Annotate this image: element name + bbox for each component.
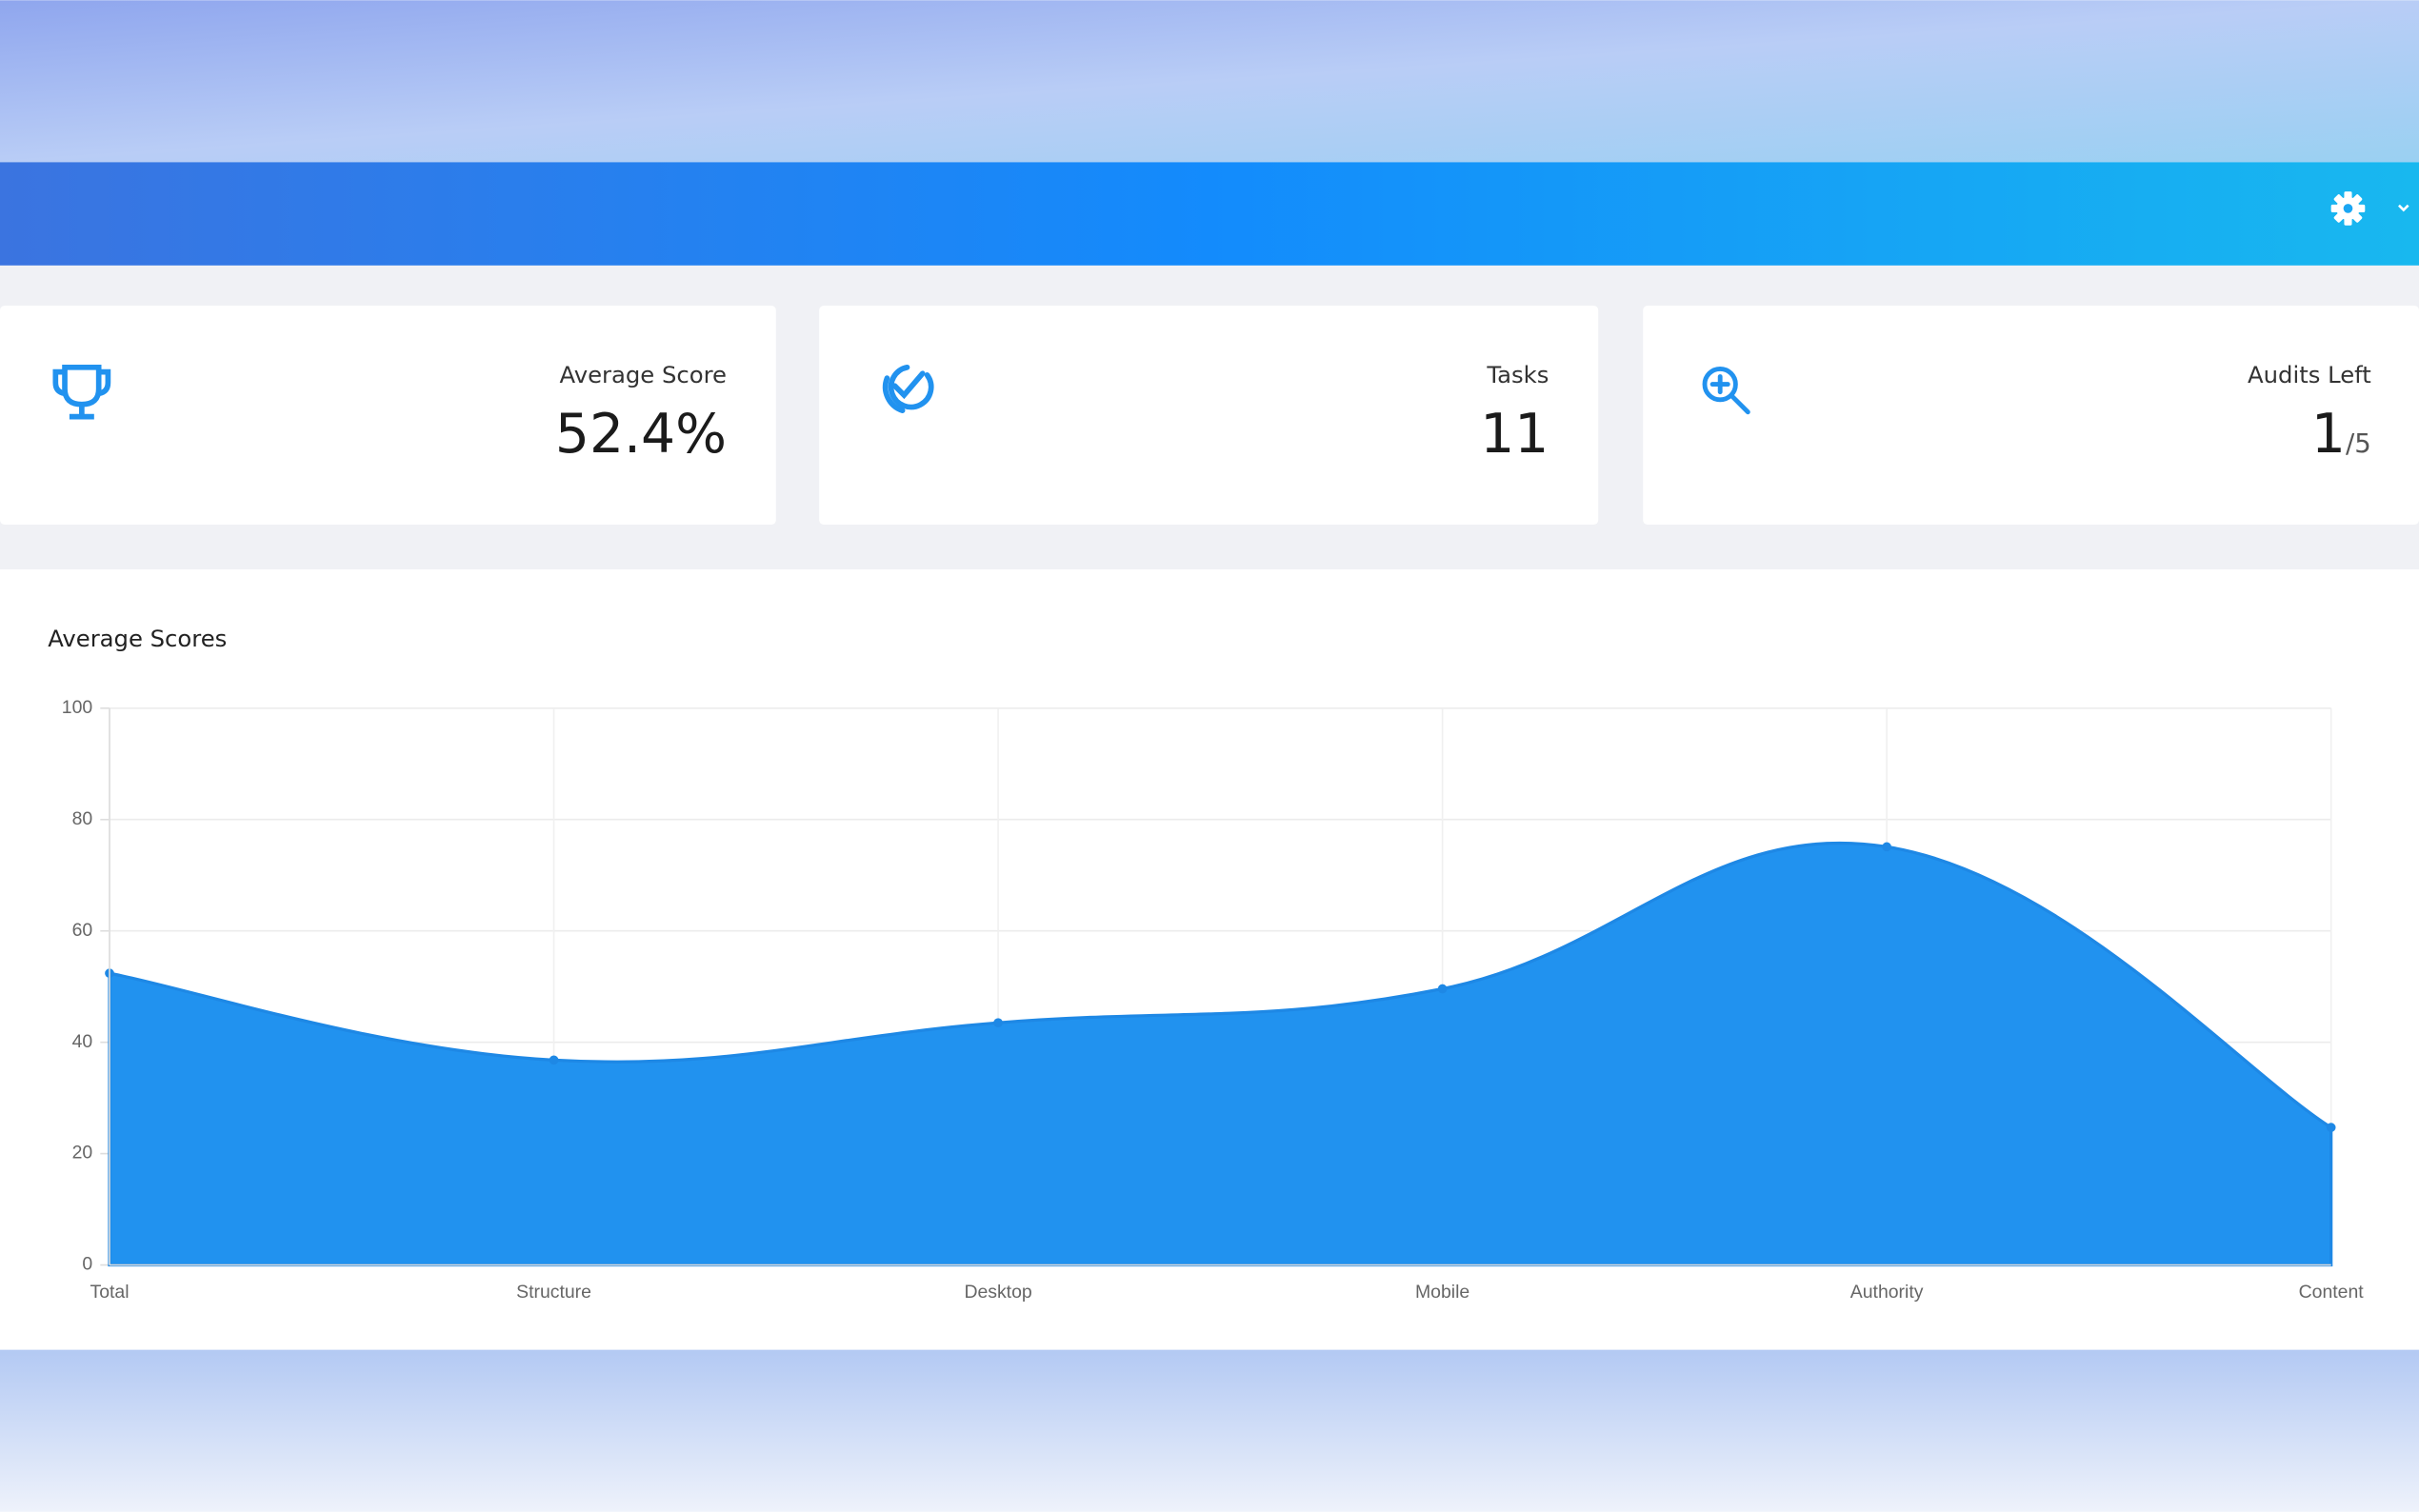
stat-card: Average Score 52.4%	[0, 305, 776, 526]
y-tick-label: 0	[82, 1254, 92, 1275]
data-point	[993, 1018, 1003, 1028]
area	[108, 841, 2333, 1267]
card-label: Tasks	[1486, 361, 1549, 388]
card-value: 11	[1480, 403, 1549, 466]
x-tick-label: Desktop	[964, 1282, 1031, 1303]
card-value: 1/5	[2311, 403, 2371, 466]
dropdown-chevron[interactable]	[2398, 204, 2409, 212]
stat-card: Tasks 11	[819, 305, 1599, 526]
card-label: Average Score	[560, 361, 727, 388]
y-tick-label: 20	[72, 1143, 93, 1164]
x-tick-label: Mobile	[1415, 1282, 1469, 1303]
chart-title: Average Scores	[48, 625, 227, 652]
data-point	[1437, 984, 1448, 994]
plot: 0 20 40 60 80 100 Total Structure Desktop Mobile A…	[62, 697, 2364, 1303]
card-value-suffix: /5	[2346, 428, 2371, 459]
settings-button[interactable]	[2330, 191, 2366, 226]
bottom-backdrop	[0, 1349, 2419, 1512]
task-icon	[882, 364, 934, 413]
x-tick-label: Authority	[1850, 1282, 1924, 1303]
y-tick-label: 100	[62, 697, 93, 718]
x-tick-label: Total	[90, 1282, 129, 1303]
data-point	[2326, 1123, 2336, 1132]
y-tick-label: 80	[72, 808, 93, 829]
card-value: 52.4%	[555, 403, 727, 466]
x-tick-label: Content	[2299, 1282, 2365, 1303]
x-tick-label: Structure	[516, 1282, 591, 1303]
data-point	[549, 1055, 559, 1065]
zoom-icon	[1702, 366, 1750, 415]
data-point	[1882, 842, 1891, 852]
stat-card: Audits Left 1/5	[1643, 305, 2419, 526]
top-backdrop	[0, 0, 2419, 163]
card-value-main: 1	[2311, 403, 2346, 466]
y-tick-label: 60	[72, 920, 93, 941]
trophy-icon	[52, 364, 111, 420]
card-label: Audits Left	[2248, 361, 2371, 388]
y-tick-label: 40	[72, 1031, 93, 1052]
header-bar	[0, 162, 2419, 266]
